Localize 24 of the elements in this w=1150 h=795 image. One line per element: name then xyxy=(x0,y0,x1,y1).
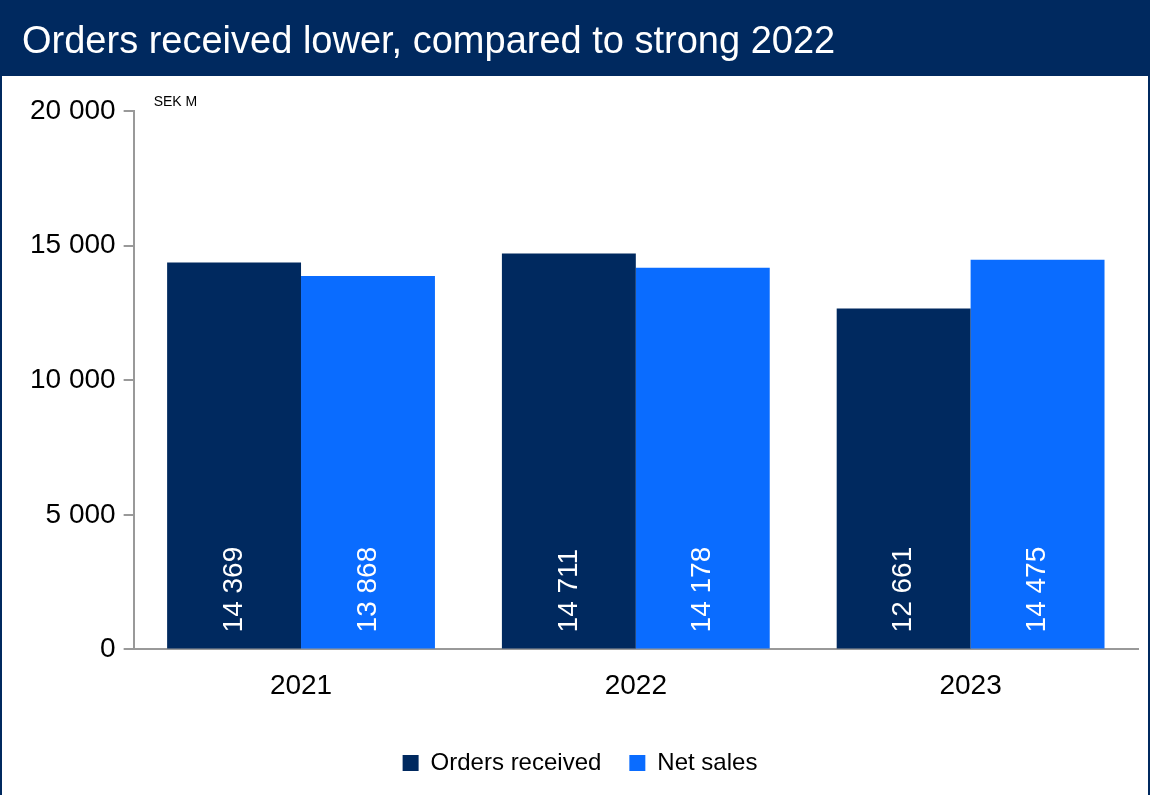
bar xyxy=(970,259,1105,649)
data-label: 14 369 xyxy=(216,546,248,633)
legend-label: Orders received xyxy=(430,747,602,775)
bar xyxy=(635,267,770,649)
chart-title: Orders received lower, compared to strong 2022 xyxy=(2,0,1148,76)
x-tick-label: 2022 xyxy=(604,668,667,700)
data-label: 14 475 xyxy=(1020,546,1052,633)
x-tick-label: 2023 xyxy=(939,668,1002,700)
y-tick-label: 5 000 xyxy=(45,497,116,529)
legend-label: Net sales xyxy=(657,747,758,775)
x-tick-label: 2021 xyxy=(269,668,333,700)
y-tick-label: 20 000 xyxy=(30,93,116,125)
y-tick-label: 10 000 xyxy=(30,362,116,394)
data-label: 12 661 xyxy=(886,546,918,633)
y-tick-label: 15 000 xyxy=(30,228,116,260)
bar xyxy=(836,308,971,649)
bar xyxy=(301,276,435,649)
y-tick-label: 0 xyxy=(100,632,116,664)
text: SEK M xyxy=(153,92,198,109)
data-label: 14 711 xyxy=(551,548,583,633)
bar xyxy=(501,253,636,649)
data-label: 14 178 xyxy=(685,546,717,633)
bar xyxy=(167,262,302,649)
data-label: 13 868 xyxy=(350,546,382,633)
